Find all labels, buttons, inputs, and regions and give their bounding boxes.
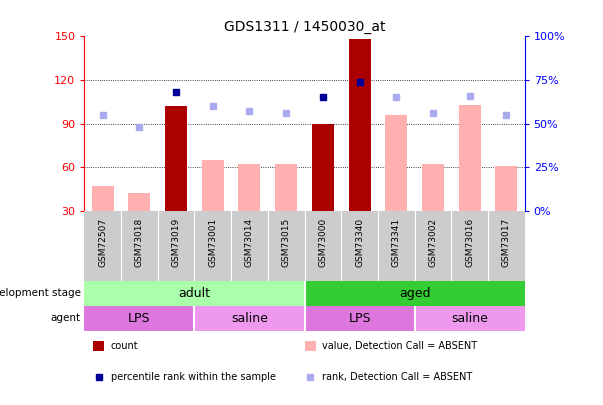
Text: GSM73018: GSM73018 xyxy=(135,218,144,267)
Text: GSM73002: GSM73002 xyxy=(428,218,437,267)
Bar xyxy=(349,39,370,211)
Text: GSM73017: GSM73017 xyxy=(502,218,511,267)
Bar xyxy=(312,124,334,211)
Bar xyxy=(238,164,260,211)
Text: GSM73014: GSM73014 xyxy=(245,218,254,267)
Bar xyxy=(92,186,114,211)
Text: saline: saline xyxy=(231,312,268,325)
Bar xyxy=(305,306,415,331)
Bar xyxy=(84,306,194,331)
Text: GSM73019: GSM73019 xyxy=(172,218,181,267)
Bar xyxy=(93,341,104,351)
Bar xyxy=(84,281,305,306)
Bar xyxy=(165,106,187,211)
Text: saline: saline xyxy=(451,312,488,325)
Bar xyxy=(385,115,407,211)
Text: GSM73016: GSM73016 xyxy=(465,218,474,267)
Bar xyxy=(275,164,297,211)
Text: count: count xyxy=(111,341,139,352)
Bar xyxy=(458,105,481,211)
Text: LPS: LPS xyxy=(128,312,151,325)
Text: GSM73340: GSM73340 xyxy=(355,218,364,267)
Text: GSM73341: GSM73341 xyxy=(392,218,401,267)
Bar xyxy=(202,160,224,211)
Text: GSM73015: GSM73015 xyxy=(282,218,291,267)
Text: value, Detection Call = ABSENT: value, Detection Call = ABSENT xyxy=(322,341,477,352)
Text: development stage: development stage xyxy=(0,288,81,298)
Bar xyxy=(128,193,151,211)
Text: rank, Detection Call = ABSENT: rank, Detection Call = ABSENT xyxy=(322,372,472,382)
Text: adult: adult xyxy=(178,287,210,300)
Text: aged: aged xyxy=(399,287,431,300)
Text: LPS: LPS xyxy=(349,312,371,325)
Text: GSM72507: GSM72507 xyxy=(98,218,107,267)
Bar xyxy=(422,164,444,211)
Bar xyxy=(495,166,517,211)
Bar xyxy=(305,341,315,351)
Title: GDS1311 / 1450030_at: GDS1311 / 1450030_at xyxy=(224,20,385,34)
Bar xyxy=(305,281,525,306)
Text: GSM73001: GSM73001 xyxy=(208,218,217,267)
Text: percentile rank within the sample: percentile rank within the sample xyxy=(111,372,276,382)
Text: agent: agent xyxy=(51,313,81,323)
Bar xyxy=(194,306,305,331)
Bar xyxy=(415,306,525,331)
Text: GSM73000: GSM73000 xyxy=(318,218,327,267)
